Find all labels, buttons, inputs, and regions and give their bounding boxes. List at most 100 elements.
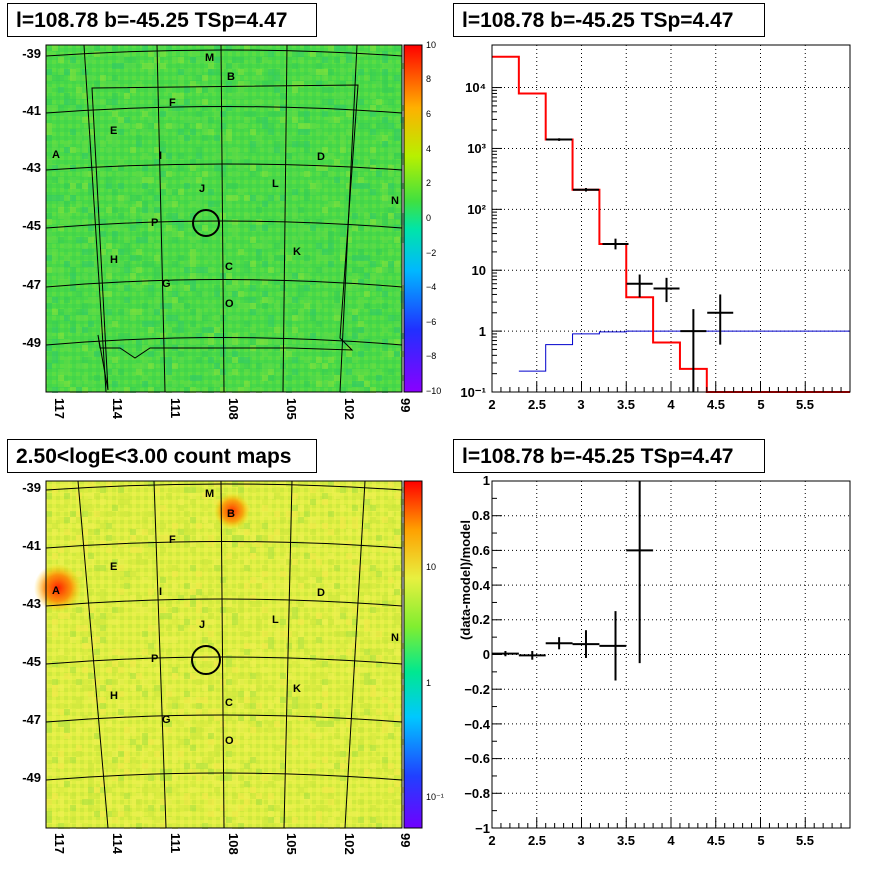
map-pixel [154, 147, 160, 153]
map-pixel [226, 559, 232, 565]
map-pixel [100, 327, 106, 333]
map-pixel [70, 207, 76, 213]
map-pixel [208, 673, 214, 679]
lon-tick-label: 117 [52, 398, 67, 419]
map-pixel [118, 715, 124, 721]
map-pixel [370, 805, 376, 811]
map-pixel [46, 547, 52, 553]
map-pixel [172, 523, 178, 529]
map-pixel [388, 643, 394, 649]
bottom-map-lat-ticks: -39 -41 -43 -45 -47 -49 [22, 480, 41, 785]
x-tick-label: 2 [488, 833, 495, 848]
map-pixel [106, 255, 112, 261]
map-pixel [76, 511, 82, 517]
map-pixel [358, 333, 364, 339]
map-pixel [358, 799, 364, 805]
map-pixel [196, 487, 202, 493]
map-pixel [400, 183, 406, 189]
map-pixel [136, 201, 142, 207]
map-pixel [394, 147, 400, 153]
map-pixel [244, 381, 250, 387]
map-pixel [268, 793, 274, 799]
source-label: A [52, 149, 60, 161]
map-pixel [106, 291, 112, 297]
map-pixel [394, 715, 400, 721]
map-pixel [130, 709, 136, 715]
map-pixel [106, 183, 112, 189]
map-pixel [298, 129, 304, 135]
map-pixel [52, 321, 58, 327]
map-pixel [88, 129, 94, 135]
map-pixel [370, 105, 376, 111]
source-label: N [391, 632, 399, 644]
map-pixel [358, 375, 364, 381]
map-pixel [244, 363, 250, 369]
lat-tick-label: -47 [22, 712, 41, 727]
map-pixel [316, 673, 322, 679]
map-pixel [178, 357, 184, 363]
map-pixel [166, 111, 172, 117]
map-pixel [370, 309, 376, 315]
map-pixel [364, 213, 370, 219]
map-pixel [148, 51, 154, 57]
map-pixel [370, 153, 376, 159]
map-pixel [388, 637, 394, 643]
map-pixel [244, 697, 250, 703]
map-pixel [154, 213, 160, 219]
map-pixel [88, 619, 94, 625]
map-pixel [172, 123, 178, 129]
map-pixel [106, 727, 112, 733]
map-pixel [94, 297, 100, 303]
map-pixel [118, 499, 124, 505]
map-pixel [322, 673, 328, 679]
map-pixel [310, 183, 316, 189]
map-pixel [376, 649, 382, 655]
source-label: M [205, 488, 214, 500]
map-pixel [322, 75, 328, 81]
map-pixel [298, 285, 304, 291]
map-pixel [118, 159, 124, 165]
x-tick-label: 3.5 [617, 397, 635, 412]
map-pixel [298, 51, 304, 57]
map-pixel [364, 619, 370, 625]
map-pixel [376, 769, 382, 775]
data-point [707, 294, 734, 345]
map-pixel [370, 285, 376, 291]
map-pixel [196, 655, 202, 661]
y-tick-label: −0.4 [464, 717, 490, 732]
map-pixel [226, 817, 232, 823]
map-pixel [118, 387, 124, 393]
map-pixel [160, 159, 166, 165]
source-label: D [317, 587, 325, 599]
map-pixel [304, 147, 310, 153]
map-pixel [214, 135, 220, 141]
map-pixel [82, 799, 88, 805]
lat-tick-label: -49 [22, 770, 41, 785]
map-pixel [286, 111, 292, 117]
map-pixel [376, 171, 382, 177]
region-boundary [91, 84, 359, 391]
map-pixel [358, 279, 364, 285]
map-pixel [100, 625, 106, 631]
map-pixel [280, 135, 286, 141]
map-pixel [166, 637, 172, 643]
map-pixel [400, 105, 406, 111]
map-pixel [52, 141, 58, 147]
map-pixel [52, 177, 58, 183]
map-pixel [304, 781, 310, 787]
map-pixel [46, 135, 52, 141]
map-pixel [184, 811, 190, 817]
map-pixel [232, 153, 238, 159]
map-pixel [136, 135, 142, 141]
map-pixel [238, 607, 244, 613]
map-pixel [220, 123, 226, 129]
map-pixel [82, 517, 88, 523]
map-pixel [388, 63, 394, 69]
map-pixel [112, 357, 118, 363]
map-pixel [400, 673, 406, 679]
map-pixel [274, 631, 280, 637]
map-pixel [100, 75, 106, 81]
map-pixel [184, 511, 190, 517]
map-pixel [256, 769, 262, 775]
map-pixel [226, 45, 232, 51]
